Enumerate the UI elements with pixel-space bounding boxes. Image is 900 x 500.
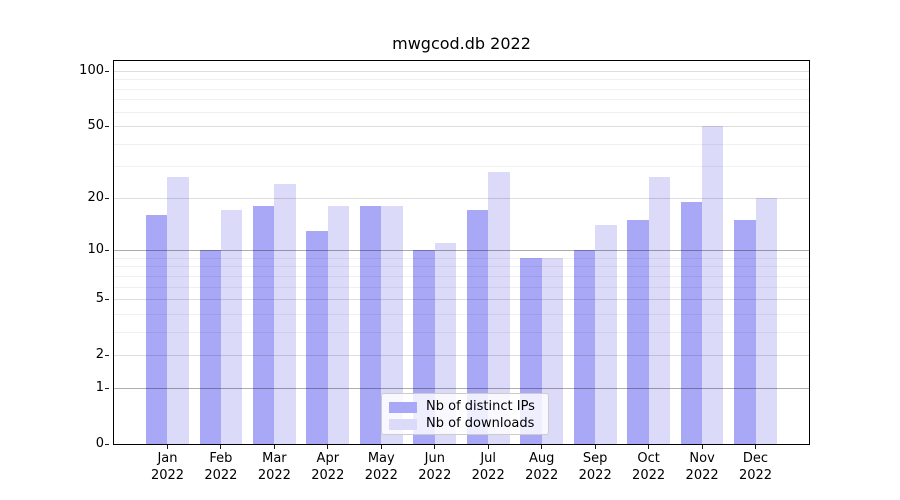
x-tick-label-mar: Mar 2022 <box>257 451 291 483</box>
y-tick-mark-50 <box>105 126 109 127</box>
y-tick-label-5: 5 <box>95 291 104 307</box>
y-tick-label-20: 20 <box>87 189 104 205</box>
bar-nb-of-distinct-ips-oct <box>627 219 649 444</box>
chart-title: mwgcod.db 2022 <box>392 34 531 53</box>
bar-nb-of-distinct-ips-sep <box>573 250 596 444</box>
x-tick-label-dec: Dec 2022 <box>738 451 773 483</box>
bar-nb-of-downloads-may <box>381 205 403 444</box>
bar-nb-of-distinct-ips-mar <box>253 205 275 444</box>
legend-swatch-downloads <box>389 418 417 430</box>
bar-nb-of-downloads-oct <box>648 177 670 444</box>
legend-swatch-distinct-ips <box>389 401 417 413</box>
y-tick-label-2: 2 <box>95 347 104 363</box>
bar-nb-of-downloads-jul <box>488 171 510 444</box>
y-tick-mark-1 <box>105 387 109 389</box>
bar-nb-of-distinct-ips-apr <box>306 230 328 444</box>
x-tick-label-jun: Jun 2022 <box>418 451 452 483</box>
x-axis: Jan 2022 Feb 2022 Mar 2022 Apr 2022 May 2022 Jun 20… <box>114 445 809 495</box>
bar-nb-of-distinct-ips-feb <box>199 250 221 444</box>
x-tick-label-apr: Apr 2022 <box>311 451 345 483</box>
legend: Nb of distinct IPs Nb of downloads <box>381 393 549 435</box>
bar-nb-of-downloads-mar <box>274 183 296 444</box>
y-tick-mark-0 <box>105 444 109 445</box>
y-tick-label-50: 50 <box>87 118 104 134</box>
plot-area <box>113 60 810 445</box>
legend-row-distinct-ips: Nb of distinct IPs <box>389 400 541 414</box>
x-tick-label-nov: Nov 2022 <box>685 451 719 483</box>
x-tick-mark-may <box>380 445 382 449</box>
y-tick-label-10: 10 <box>87 242 104 258</box>
bar-nb-of-downloads-sep <box>595 225 617 444</box>
legend-label-distinct-ips: Nb of distinct IPs <box>426 399 535 414</box>
bars-layer <box>114 61 809 444</box>
bar-nb-of-distinct-ips-nov <box>680 201 703 444</box>
x-tick-mark-jan <box>167 445 168 449</box>
x-tick-mark-mar <box>273 445 275 449</box>
bar-nb-of-downloads-dec <box>755 197 777 444</box>
bar-nb-of-downloads-feb <box>220 210 243 444</box>
x-tick-mark-nov <box>701 445 703 449</box>
x-tick-label-jul: Jul 2022 <box>471 451 505 483</box>
bar-nb-of-downloads-nov <box>702 126 724 444</box>
x-tick-label-jan: Jan 2022 <box>150 451 185 483</box>
y-tick-mark-2 <box>105 355 109 357</box>
bar-nb-of-distinct-ips-may <box>359 205 382 444</box>
bar-nb-of-distinct-ips-dec <box>734 219 756 444</box>
x-tick-label-feb: Feb 2022 <box>204 451 238 483</box>
y-tick-label-1: 1 <box>95 379 104 395</box>
y-tick-mark-5 <box>105 299 109 301</box>
x-tick-label-oct: Oct 2022 <box>632 451 666 483</box>
legend-row-downloads: Nb of downloads <box>389 417 541 431</box>
x-tick-mark-oct <box>648 445 650 449</box>
bar-nb-of-distinct-ips-jul <box>466 210 489 444</box>
x-tick-label-may: May 2022 <box>364 451 398 483</box>
x-tick-mark-sep <box>594 445 596 449</box>
x-tick-mark-jun <box>434 445 436 449</box>
y-tick-label-100: 100 <box>79 62 104 78</box>
bar-nb-of-downloads-jan <box>167 177 189 444</box>
y-axis: 0 1 2 5 10 20 50 100 <box>0 60 113 451</box>
x-tick-mark-dec <box>755 445 756 449</box>
legend-label-downloads: Nb of downloads <box>426 416 535 431</box>
bar-nb-of-downloads-apr <box>327 205 350 444</box>
y-tick-mark-20 <box>105 197 109 199</box>
bar-nb-of-distinct-ips-jan <box>146 214 168 444</box>
x-tick-label-aug: Aug 2022 <box>525 451 559 483</box>
x-tick-mark-feb <box>220 445 222 449</box>
x-tick-label-sep: Sep 2022 <box>578 451 612 483</box>
x-tick-mark-aug <box>541 445 543 449</box>
x-tick-mark-apr <box>327 445 329 449</box>
y-tick-mark-100 <box>105 70 109 72</box>
x-tick-mark-jul <box>487 445 489 449</box>
y-tick-mark-10 <box>105 250 109 252</box>
y-tick-label-0: 0 <box>95 436 104 451</box>
